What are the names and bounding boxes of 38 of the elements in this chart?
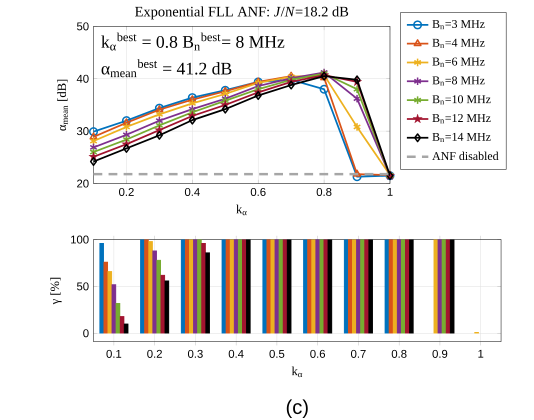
legend-label: B$_{n}$=3 MHz [432,20,485,30]
x-tick-label: 0.9 [432,350,448,358]
y-tick-label: 20 [77,180,89,188]
x-tick-label: 1 [478,350,484,358]
legend-label: B$_{n}$=14 MHz [432,132,491,142]
y-tick-label: 50 [76,22,89,30]
x-tick-label: 0.4 [228,350,244,358]
x-axis-title: k$_{α}$ [292,366,302,378]
text: (c) [286,399,308,418]
y-axis-title: γ [%] [50,278,62,304]
x-tick-label: 0.3 [188,350,203,358]
legend-label: B$_{n}$=6 MHz [432,58,485,67]
x-tick-label: 0.7 [350,350,366,358]
y-tick-label: 0 [83,329,89,338]
x-tick-label: 0.8 [316,188,332,196]
x-tick-label: 0.2 [147,350,162,358]
y-tick-label: 40 [76,74,89,83]
x-tick-label: 0.8 [392,350,407,358]
x-tick-label: 0.6 [250,188,266,196]
legend-label: B$_{n}$=8 MHz [432,76,485,86]
legend-label: B$_{n}$=12 MHz [432,114,491,124]
x-tick-label: 0.5 [269,350,284,358]
x-tick-label: 1 [388,188,393,196]
y-tick-label: 30 [76,127,89,136]
x-tick-label: 0.1 [106,350,122,358]
y-axis-title: α$_{mean}$ [dB] [57,80,68,131]
y-tick-label: 50 [76,282,89,290]
annotation: k$_{α}$$^{best}$ = 0.8 B$_{n}$$^{best}$= 8 MHz [101,32,284,51]
legend-label: B$_{n}$=10 MHz [432,95,491,105]
chart-title: Exponential FLL ANF: J/N=18.2 dB [135,6,348,20]
x-tick-label: 0.6 [310,350,326,358]
legend-label: ANF disabled [432,152,498,160]
y-tick-label: 100 [71,236,89,244]
annotation: α$_{mean}$$^{best}$ = 41.2 dB [102,59,232,78]
x-tick-label: 0.2 [119,188,134,196]
legend-label: B$_{n}$=4 MHz [432,38,485,48]
x-axis-title: k$_{α}$ [236,204,247,216]
x-tick-label: 0.4 [184,188,200,196]
